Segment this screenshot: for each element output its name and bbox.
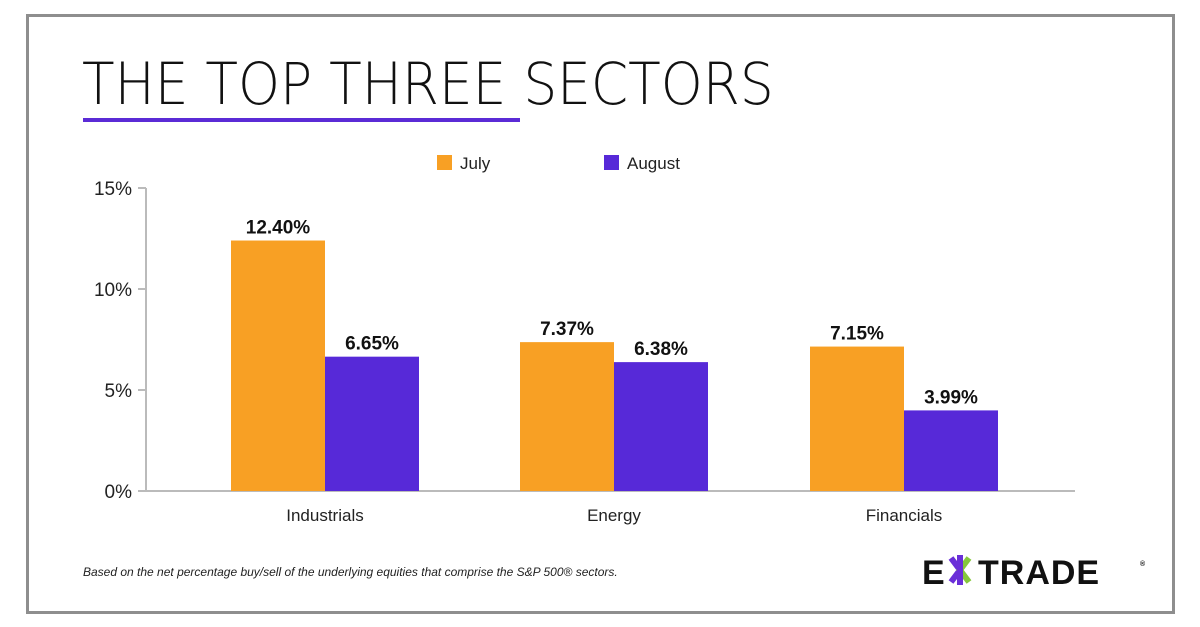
y-tick-label: 0% — [105, 482, 133, 503]
title-underline — [83, 118, 520, 122]
footnote: Based on the net percentage buy/sell of … — [83, 565, 618, 579]
legend-label: July — [460, 154, 491, 173]
chart-title: THE TOP THREE SECTORS — [82, 50, 774, 118]
data-label: 7.15% — [830, 324, 884, 345]
svg-text:®: ® — [1140, 560, 1146, 568]
y-tick-label: 10% — [94, 280, 132, 301]
bar-august — [904, 410, 998, 491]
y-tick-label: 5% — [105, 381, 133, 402]
legend-label: August — [627, 154, 680, 173]
etrade-logo: E TRADE ® — [922, 552, 1152, 601]
data-label: 3.99% — [924, 387, 978, 408]
x-tick-label: Financials — [866, 506, 943, 525]
chart-frame — [26, 14, 1175, 614]
svg-text:E: E — [922, 554, 946, 592]
x-tick-label: Energy — [587, 506, 641, 525]
bar-july — [231, 240, 325, 491]
etrade-logo-graphic: E TRADE ® — [922, 554, 1146, 592]
data-label: 6.38% — [634, 339, 688, 360]
bar-august — [614, 362, 708, 491]
data-label: 12.40% — [246, 218, 311, 239]
data-label: 6.65% — [345, 334, 399, 355]
legend-swatch — [437, 155, 452, 170]
x-tick-label: Industrials — [286, 506, 363, 525]
svg-text:TRADE: TRADE — [978, 554, 1100, 592]
bar-july — [520, 342, 614, 491]
bar-july — [810, 346, 904, 491]
bar-august — [325, 356, 419, 491]
data-label: 7.37% — [540, 319, 594, 340]
y-tick-label: 15% — [94, 179, 132, 200]
legend-swatch — [604, 155, 619, 170]
